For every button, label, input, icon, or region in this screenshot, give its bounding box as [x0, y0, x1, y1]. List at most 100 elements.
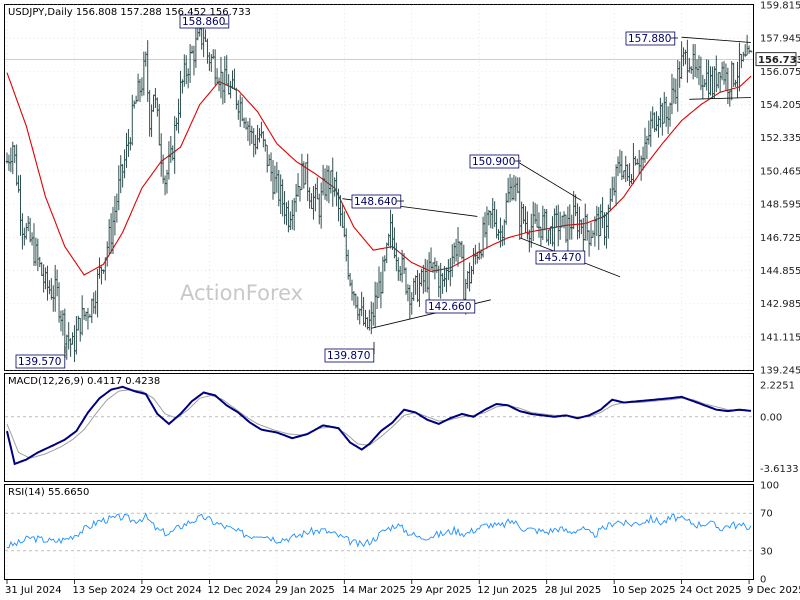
price-bar [188, 44, 192, 83]
price-bar [739, 53, 743, 69]
price-bar [344, 228, 348, 262]
price-bar [510, 177, 514, 201]
price-bar [281, 179, 285, 217]
price-bar [712, 66, 716, 99]
price-annotations: 139.570 158.860 139.870 148.640 142.660 150.9… [15, 14, 678, 369]
price-bar [724, 63, 728, 91]
price-bar [495, 209, 498, 239]
price-bar [664, 96, 668, 127]
price-bar [313, 183, 317, 212]
price-bar [310, 193, 313, 209]
price-bar [19, 174, 22, 236]
price-bar [223, 56, 227, 104]
price-bar [167, 141, 171, 180]
svg-text:142.660: 142.660 [428, 301, 471, 313]
price-bar [24, 223, 28, 240]
price-bar [200, 28, 204, 50]
price-bar [502, 219, 506, 246]
price-bar [483, 212, 487, 238]
macd-signal-line [6, 389, 752, 459]
price-bar [660, 102, 664, 136]
price-bar [9, 147, 13, 173]
price-bar [128, 137, 132, 151]
price-annotation: 139.870 [324, 342, 375, 363]
price-bar [254, 134, 258, 155]
price-bar [448, 257, 452, 287]
price-bar [707, 59, 710, 99]
price-annotation: 157.880 [625, 31, 678, 46]
price-bar [547, 229, 551, 246]
rsi-header: RSI(14) 55.6650 [8, 487, 89, 498]
rsi-tick-label: 100 [760, 481, 779, 492]
price-bar [722, 61, 726, 85]
price-annotation: 145.470 [535, 250, 586, 265]
price-bar [123, 149, 126, 179]
price-bar [21, 213, 24, 250]
price-bar [44, 267, 47, 290]
price-annotation: 158.860 [179, 14, 230, 29]
x-tick-label: 29 Jan 2025 [275, 585, 335, 596]
price-bar [734, 79, 737, 87]
price-bar [159, 133, 163, 177]
price-bar [446, 259, 450, 281]
price-bar [179, 70, 182, 118]
price-bar [73, 325, 76, 363]
price-bar [352, 291, 356, 306]
price-bar [693, 44, 697, 78]
price-bar [543, 208, 547, 231]
price-bar [117, 165, 121, 211]
x-tick-label: 12 Dec 2024 [207, 585, 271, 596]
price-bar [312, 186, 315, 220]
price-bar [670, 73, 674, 115]
price-bar [537, 212, 541, 238]
price-bar [142, 51, 146, 96]
x-tick-label: 28 Jul 2025 [545, 585, 602, 596]
price-bar [637, 149, 641, 175]
price-bar [78, 317, 82, 342]
price-bar [518, 177, 522, 240]
price-bar [427, 252, 431, 304]
price-bar [115, 193, 119, 223]
price-bar [423, 258, 427, 292]
rsi-tick-label: 0 [760, 575, 766, 586]
price-bar [394, 242, 398, 272]
price-bar [606, 204, 610, 239]
price-bar [549, 226, 552, 245]
price-bar [385, 242, 389, 264]
price-bar [53, 264, 57, 312]
macd-series [6, 385, 752, 466]
price-bar [564, 214, 568, 243]
price-bar [481, 216, 485, 258]
price-bar [40, 262, 44, 276]
svg-text:156.733: 156.733 [758, 55, 800, 66]
price-bar [579, 219, 583, 235]
price-bar [234, 87, 238, 110]
x-tick-label: 10 Sep 2025 [612, 585, 675, 596]
price-bar [703, 78, 707, 88]
svg-text:148.640: 148.640 [354, 196, 397, 208]
price-bar [454, 238, 458, 262]
price-tick-label: 146.725 [760, 233, 800, 244]
price-bar [718, 72, 722, 93]
rsi-tick-label: 70 [760, 509, 773, 520]
price-bar [373, 281, 377, 328]
price-bar [450, 244, 454, 278]
price-bar [315, 177, 319, 200]
price-bar [406, 284, 410, 302]
price-bar [285, 202, 288, 226]
price-bar [678, 61, 682, 88]
price-bar [375, 282, 379, 310]
price-bar [69, 338, 73, 357]
price-bar [659, 97, 662, 128]
price-bar [26, 215, 30, 232]
price-bar [294, 183, 298, 212]
price-bar [714, 55, 718, 93]
price-bar [319, 182, 323, 229]
rsi-tick-label: 30 [760, 546, 773, 557]
x-axis-labels: 31 Jul 2024 13 Sep 2024 29 Oct 2024 12 Dec … [5, 580, 800, 596]
price-bar [585, 213, 589, 241]
price-bar [749, 50, 753, 53]
price-bar [747, 45, 751, 54]
price-bar [96, 269, 99, 318]
price-bar [107, 219, 111, 255]
